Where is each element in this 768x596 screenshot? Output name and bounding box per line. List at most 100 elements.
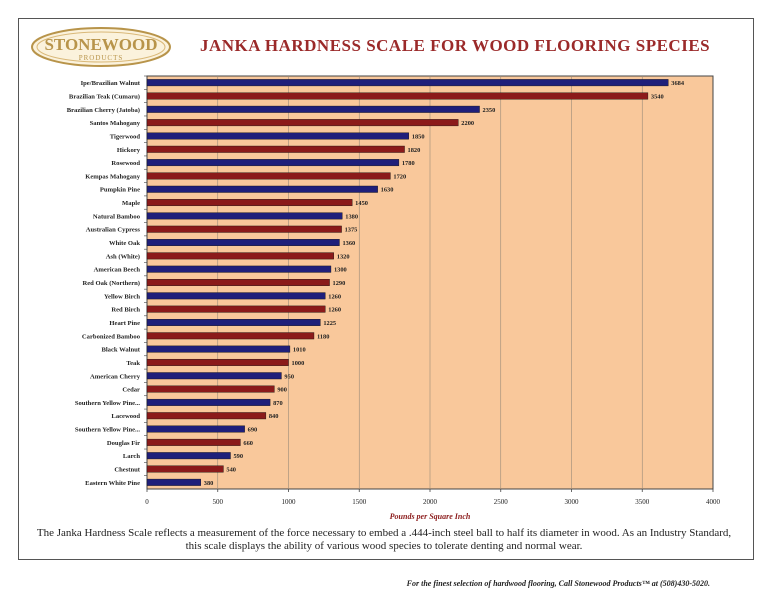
chart-title: JANKA HARDNESS SCALE FOR WOOD FLOORING S… [200, 36, 711, 55]
category-label: Cedar [122, 387, 140, 394]
category-label: Carbonized Bamboo [82, 333, 141, 340]
category-label: Santos Mahogany [90, 120, 141, 127]
bar [146, 425, 245, 433]
value-label: 870 [273, 400, 283, 407]
bar [146, 319, 321, 326]
bar [146, 172, 391, 180]
bar [146, 398, 271, 406]
category-label: Larch [123, 453, 140, 460]
bar [146, 452, 231, 460]
category-label: Brazilian Cherry (Jatoba) [67, 107, 140, 114]
category-label: Kempas Mahogany [85, 173, 140, 180]
category-label: Ipe/Brazilian Walnut [81, 80, 141, 87]
bar [146, 145, 405, 153]
value-label: 1010 [293, 347, 306, 354]
x-tick-label: 4000 [706, 498, 721, 506]
category-label: Maple [122, 200, 140, 207]
category-label: White Oak [109, 240, 140, 247]
bar [146, 332, 315, 340]
category-label: Rosewood [111, 160, 140, 167]
logo-line2: PRODUCTS [79, 54, 124, 62]
category-label: American Cherry [90, 373, 141, 380]
category-label: Ash (White) [106, 253, 140, 260]
bar [146, 239, 340, 246]
logo-line1: STONEWOOD [44, 35, 157, 54]
bar [146, 292, 326, 300]
stonewood-logo: STONEWOOD PRODUCTS [31, 27, 171, 67]
description-text: The Janka Hardness Scale reflects a meas… [36, 527, 732, 552]
bar [146, 305, 326, 313]
value-label: 1260 [328, 307, 341, 314]
bar [146, 438, 241, 446]
x-tick-label: 2000 [423, 498, 438, 506]
category-label: Southern Yellow Pine... [75, 400, 140, 407]
category-label: Brazilian Teak (Cumaru) [69, 93, 140, 100]
value-label: 900 [277, 387, 287, 394]
bar [146, 478, 201, 486]
x-tick-label: 1500 [352, 498, 367, 506]
category-label: Red Birch [111, 307, 140, 314]
bar [146, 79, 669, 87]
value-label: 1380 [345, 213, 358, 220]
category-label: Douglas Fir [107, 440, 140, 447]
bar [146, 358, 289, 366]
category-label: Chestnut [114, 467, 140, 474]
category-label: Southern Yellow Pine... [75, 427, 140, 434]
category-label: Eastern White Pine [85, 480, 140, 487]
value-label: 1320 [337, 253, 350, 260]
value-label: 1720 [393, 173, 406, 180]
bar [146, 159, 400, 167]
category-label: Australian Cypress [86, 227, 141, 234]
bar [146, 385, 275, 393]
value-label: 1450 [355, 200, 368, 207]
value-label: 1290 [333, 280, 346, 287]
category-label: Tigerwood [110, 133, 141, 140]
category-label: Red Oak (Northern) [82, 280, 140, 287]
value-label: 1820 [408, 147, 421, 154]
x-tick-label: 0 [145, 498, 149, 506]
bar [146, 279, 330, 286]
value-label: 840 [269, 413, 279, 420]
bar [146, 92, 649, 100]
value-label: 1260 [328, 293, 341, 300]
value-label: 2200 [461, 120, 474, 127]
value-label: 2350 [483, 107, 496, 114]
category-label: Lacewood [111, 413, 140, 420]
bar [146, 265, 332, 273]
value-label: 3540 [651, 93, 664, 100]
bar [146, 199, 353, 207]
value-label: 1780 [402, 160, 415, 167]
x-tick-label: 3000 [565, 498, 580, 506]
x-tick-label: 500 [213, 498, 224, 506]
value-label: 950 [284, 373, 294, 380]
value-label: 1850 [412, 133, 425, 140]
value-label: 1630 [381, 187, 394, 194]
bar [146, 412, 267, 420]
category-label: Teak [126, 360, 140, 367]
category-label: Heart Pine [109, 320, 140, 327]
category-label: Pumpkin Pine [100, 187, 140, 194]
x-tick-label: 2500 [494, 498, 509, 506]
bar [146, 252, 334, 260]
value-label: 1000 [292, 360, 305, 367]
bar [146, 225, 342, 233]
bar [146, 105, 480, 113]
value-label: 1300 [334, 267, 347, 274]
value-label: 590 [233, 453, 243, 460]
x-tick-label: 1000 [282, 498, 297, 506]
bar [146, 465, 224, 473]
value-label: 660 [243, 440, 253, 447]
category-label: Hickory [117, 147, 141, 154]
value-label: 1225 [323, 320, 336, 327]
value-label: 380 [204, 480, 214, 487]
bar [146, 345, 291, 353]
x-axis-label: Pounds per Square Inch [390, 512, 471, 521]
value-label: 690 [248, 427, 258, 434]
bar [146, 372, 282, 380]
bar [146, 212, 343, 220]
value-label: 1180 [317, 333, 329, 340]
bar [146, 185, 378, 193]
category-label: Natural Bamboo [93, 213, 141, 220]
value-label: 1375 [345, 227, 358, 234]
